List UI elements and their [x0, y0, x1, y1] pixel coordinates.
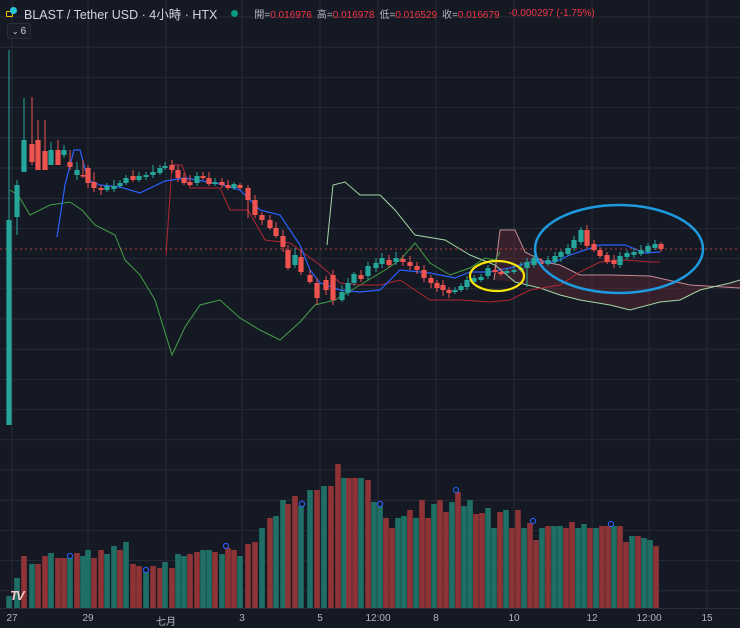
blue-highlight-ellipse	[533, 203, 705, 295]
ohlc-values: 開=0.016976 高=0.016978 低=0.016529 收=0.016…	[254, 6, 499, 21]
time-axis-label: 29	[82, 613, 94, 624]
tradingview-logo-icon[interactable]: TV	[10, 588, 25, 603]
time-axis-label: 27	[6, 613, 18, 624]
time-axis-label: 15	[701, 613, 713, 624]
time-axis-label: 3	[239, 613, 245, 624]
symbol-logo-icon	[6, 7, 18, 19]
candlesticks	[6, 50, 664, 425]
time-axis-label: 七月	[156, 617, 176, 628]
chevron-down-icon: ⌄	[11, 26, 19, 36]
time-axis-label: 12:00	[365, 613, 391, 624]
time-axis-label: 10	[508, 613, 520, 624]
price-change: -0.000297 (-1.75%)	[508, 7, 595, 19]
market-status-dot-icon	[231, 9, 239, 17]
ohlc-low: 低=0.016529	[379, 9, 438, 21]
time-axis-label: 5	[317, 613, 323, 624]
ohlc-close: 收=0.016679	[442, 9, 500, 21]
time-axis[interactable]: 27 29 七月 3 5 12:00 8 10 12 12:00 15	[0, 608, 740, 628]
indicators-toggle-button[interactable]: ⌄ 6	[7, 23, 31, 39]
yellow-highlight-ellipse	[468, 259, 526, 293]
time-axis-label: 12:00	[636, 613, 662, 624]
indicators-count: 6	[20, 25, 27, 37]
volume-bars	[6, 464, 659, 608]
time-axis-label: 12	[586, 613, 598, 624]
ichimoku-cloud	[494, 230, 740, 310]
ohlc-open: 開=0.016976	[254, 9, 312, 21]
ohlc-high: 高=0.016978	[316, 9, 375, 21]
symbol-title[interactable]: BLAST / Tether USD · 4小時 · HTX	[24, 7, 218, 22]
chart-header: BLAST / Tether USD · 4小時 · HTX 開=0.01697…	[6, 4, 595, 22]
ichimoku-lines	[9, 149, 740, 357]
time-axis-label: 8	[433, 613, 439, 624]
